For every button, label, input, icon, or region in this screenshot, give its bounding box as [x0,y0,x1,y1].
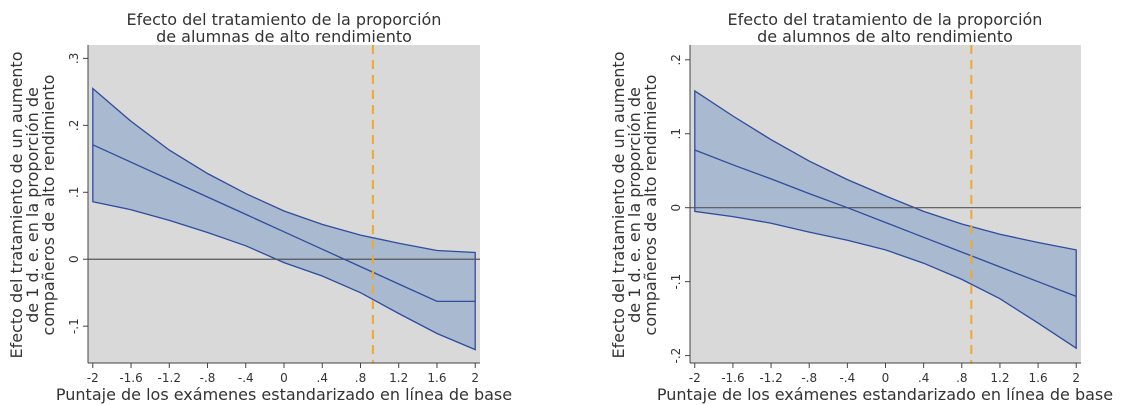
y-tick-label-left: 0 [67,255,81,263]
y-tick-label-right: .1 [669,128,683,139]
chart-marks-left: -2 -1.6 -1.2 -.8 -.4 0 .4 .8 1.2 1.6 2 -.1 0 .1 .2 .3 [67,45,480,385]
y-tick-label-left: .3 [67,53,81,64]
chart-title-left-line1: Efecto del tratamiento de la proporción [127,10,442,29]
chart-marks-right: -2 -1.6 -1.2 -.8 -.4 0 .4 .8 1.2 1.6 2 -.2 -.1 0 .1 .2 [669,45,1081,385]
x-tick-label-right: 1.2 [990,371,1009,385]
x-tick-label-left: -.8 [200,371,216,385]
x-tick-label-right: 0 [882,371,890,385]
x-axis-label-left: Puntaje de los exámenes estandarizado en… [56,385,512,404]
y-tick-label-left: .2 [67,120,81,131]
chart-title-right-line2: de alumnos de alto rendimiento [757,27,1013,46]
y-axis-label-right-line1: Efecto del tratamiento de un aumento [609,52,628,359]
x-tick-label-left: -2 [87,371,99,385]
x-tick-label-left: 0 [280,371,288,385]
x-tick-label-left: -1.6 [119,371,142,385]
x-tick-label-right: 2 [1072,371,1080,385]
x-tick-label-right: .8 [956,371,967,385]
y-tick-label-right: -.2 [669,348,683,364]
x-tick-label-left: 2 [471,371,479,385]
y-axis-label-left-line2: de 1 d. e. en la proporción de [23,87,42,323]
y-axis-label-right-line3: compañeros de alto rendimiento [641,75,660,336]
x-tick-label-right: -.8 [801,371,817,385]
y-tick-label-left: .1 [67,187,81,198]
y-axis-label-right-line2: de 1 d. e. en la proporción de [625,87,644,323]
estimate-line-left [92,144,476,303]
x-tick-label-left: -.4 [238,371,254,385]
chart-panel-left: Efecto del tratamiento de la proporción … [7,10,512,404]
x-tick-label-right: -.4 [839,371,855,385]
y-tick-label-right: -.1 [669,274,683,290]
y-tick-label-left: -.1 [67,318,81,334]
chart-panel-right: Efecto del tratamiento de la proporción … [609,10,1113,404]
x-tick-label-left: .8 [355,371,366,385]
y-axis-label-left-line1: Efecto del tratamiento de un aumento [7,52,26,359]
x-tick-label-right: -2 [689,371,701,385]
x-tick-label-left: 1.6 [427,371,446,385]
x-axis-label-right: Puntaje de los exámenes estandarizado en… [657,385,1113,404]
estimate-line-right [694,149,1077,298]
x-tick-label-right: -1.6 [721,371,744,385]
y-tick-label-right: 0 [669,204,683,212]
x-tick-label-left: .4 [317,371,328,385]
chart-title-left-line2: de alumnas de alto rendimiento [156,27,412,46]
x-tick-label-right: -1.2 [759,371,782,385]
x-tick-label-right: .4 [918,371,929,385]
x-tick-label-right: 1.6 [1029,371,1048,385]
x-tick-label-left: 1.2 [389,371,408,385]
chart-title-right-line1: Efecto del tratamiento de la proporción [728,10,1043,29]
x-tick-label-left: -1.2 [158,371,181,385]
y-tick-label-right: .2 [669,54,683,65]
y-axis-label-left-line3: compañeros de alto rendimiento [39,75,58,336]
confidence-band-left [92,87,476,351]
confidence-band-right [694,89,1077,350]
